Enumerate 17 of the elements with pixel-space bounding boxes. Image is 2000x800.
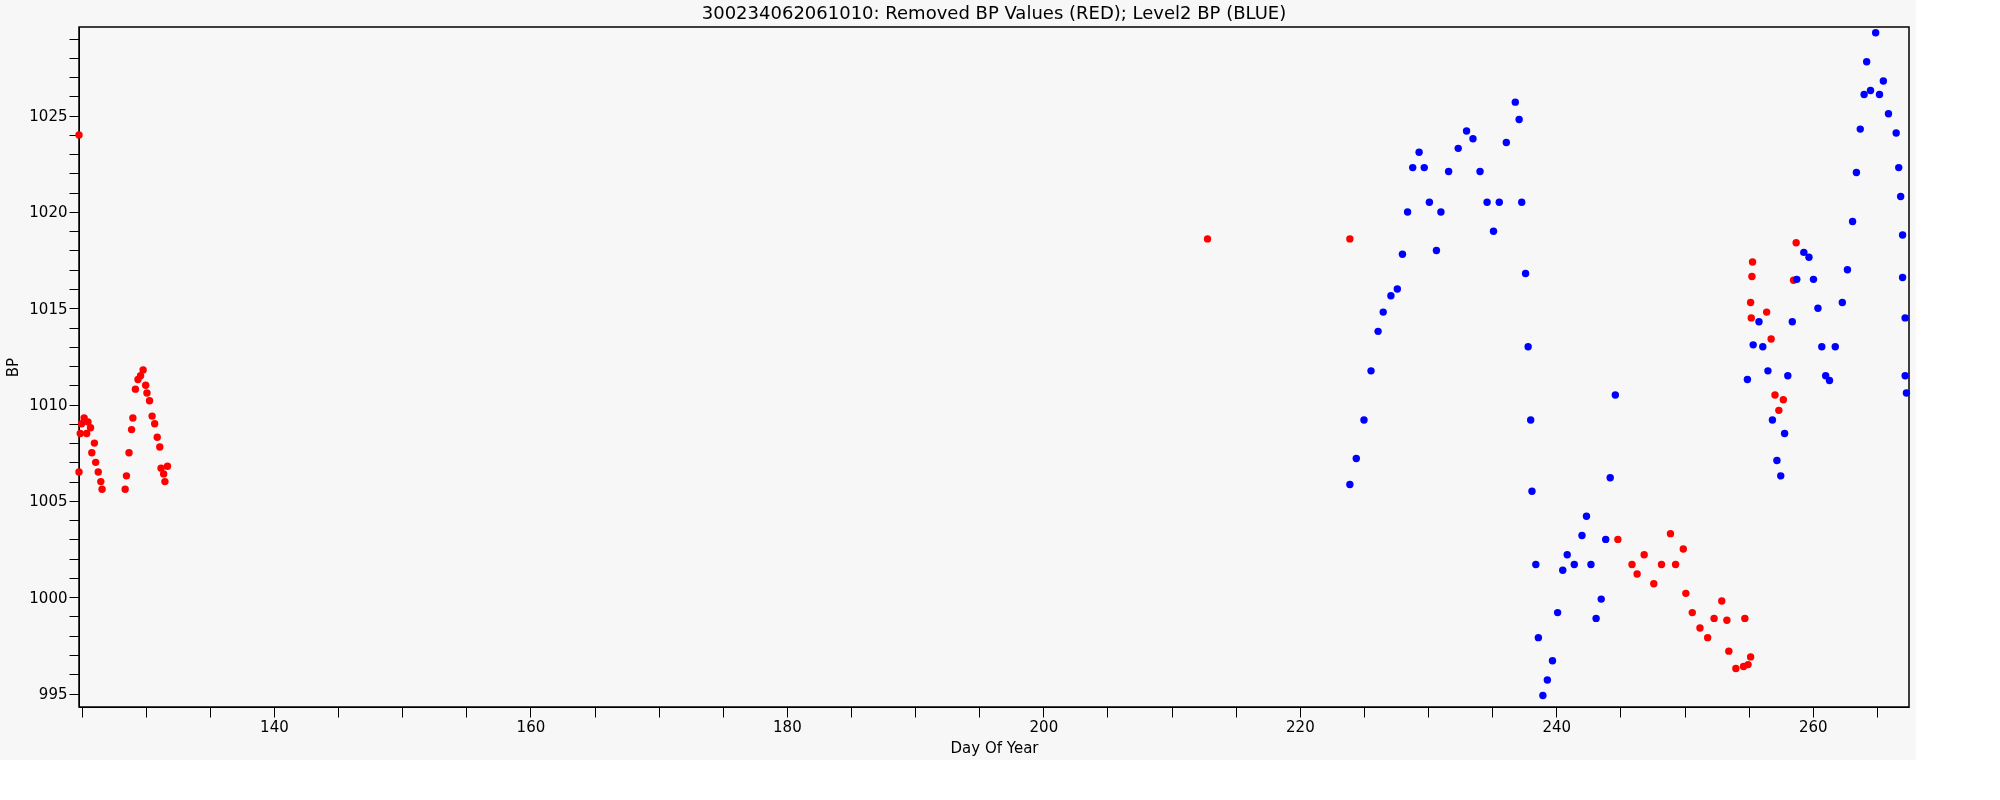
- y-tick-label: 1025: [29, 107, 68, 126]
- x-tick-label: 140: [260, 717, 289, 736]
- y-tick-label: 1020: [29, 203, 68, 222]
- x-tick-label: 180: [773, 717, 802, 736]
- x-tick-label: 200: [1029, 717, 1059, 736]
- x-tick-label: 160: [516, 717, 546, 736]
- y-tick-label: 1015: [29, 299, 68, 318]
- y-tick-label: 1005: [29, 492, 68, 511]
- y-tick-label: 1010: [29, 396, 68, 415]
- x-tick-label: 260: [1799, 717, 1828, 736]
- chart-title: 300234062061010: Removed BP Values (RED); Level2 BP (BLUE): [701, 2, 1287, 23]
- x-tick-label: 220: [1286, 717, 1315, 736]
- y-axis-title: BP: [4, 357, 23, 378]
- x-axis-title: Day Of Year: [950, 738, 1040, 757]
- x-tick-label: 240: [1542, 717, 1572, 736]
- y-tick-label: 995: [38, 685, 68, 704]
- y-tick-label: 1000: [29, 588, 68, 607]
